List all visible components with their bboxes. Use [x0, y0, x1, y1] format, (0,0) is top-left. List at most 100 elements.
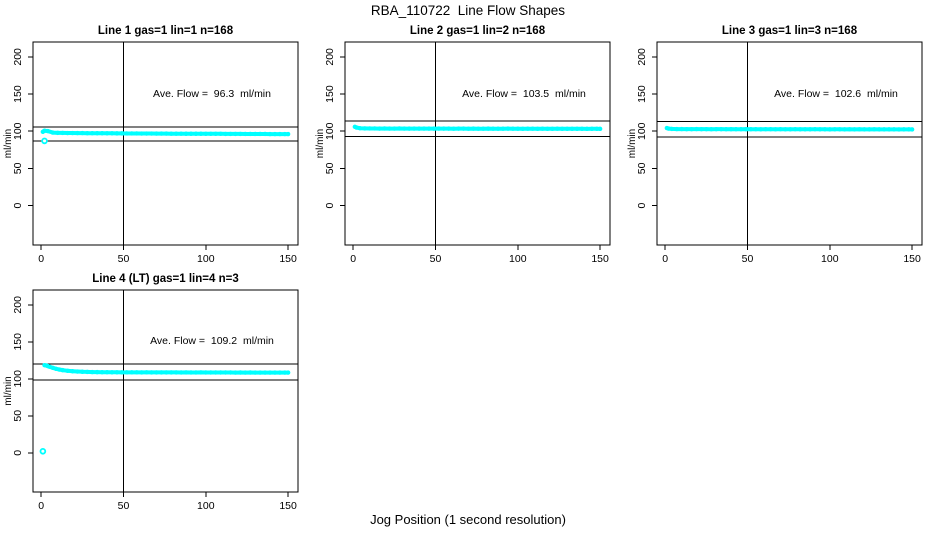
data-point	[597, 126, 603, 132]
data-point	[218, 370, 223, 375]
data-point	[139, 131, 144, 136]
x-tick-label: 0	[38, 500, 44, 512]
data-point	[881, 127, 887, 132]
data-point	[65, 130, 70, 136]
data-point	[124, 370, 130, 375]
y-tick-label: 100	[636, 122, 648, 140]
data-point	[362, 126, 367, 131]
data-point	[589, 126, 595, 131]
y-tick-label: 200	[12, 296, 24, 314]
data-point	[99, 370, 105, 375]
data-point	[50, 130, 55, 135]
y-tick-label: 0	[636, 203, 648, 209]
data-point	[666, 126, 671, 131]
y-tick-label: 0	[12, 450, 24, 456]
data-point	[80, 369, 85, 374]
data-point	[495, 126, 501, 131]
data-point	[694, 126, 699, 132]
data-point	[169, 370, 174, 375]
y-axis-label: ml/min	[3, 376, 14, 405]
data-point	[228, 370, 233, 375]
data-point	[267, 370, 273, 375]
x-tick-label: 50	[118, 500, 130, 512]
data-point	[233, 370, 238, 375]
data-point	[178, 370, 184, 375]
data-point	[392, 126, 397, 131]
x-tick-label: 150	[279, 253, 297, 265]
data-point	[515, 126, 521, 131]
y-tick-label: 100	[12, 370, 24, 388]
data-point	[530, 126, 535, 131]
data-point	[901, 127, 907, 132]
data-point	[807, 127, 813, 132]
data-band	[352, 124, 603, 131]
data-point	[906, 127, 912, 132]
data-point	[169, 131, 174, 136]
data-point	[426, 126, 432, 131]
data-point	[272, 370, 278, 375]
x-tick-label: 150	[903, 253, 921, 265]
panel-title: Line 1 gas=1 lin=1 n=168	[97, 25, 234, 37]
data-point	[867, 127, 872, 132]
data-point	[223, 370, 228, 375]
data-point	[90, 369, 95, 375]
x-tick-label: 0	[38, 253, 44, 265]
data-point	[397, 126, 402, 131]
data-point	[481, 126, 486, 131]
data-point	[758, 127, 763, 132]
data-point	[164, 131, 169, 136]
data-band	[664, 126, 915, 132]
x-tick-label: 150	[591, 253, 609, 265]
data-point	[886, 127, 892, 132]
data-point	[253, 370, 258, 375]
plot-frame	[32, 41, 299, 246]
data-point	[896, 127, 902, 132]
data-point	[109, 131, 115, 136]
y-tick-label: 0	[324, 203, 336, 209]
data-point	[65, 368, 70, 373]
plot-svg-4: 0 50 100 150 0 50 100 150 200 ml/min	[3, 289, 299, 512]
data-point	[669, 126, 675, 132]
data-point	[267, 131, 273, 137]
data-point	[817, 127, 823, 132]
ave-flow-annotation: Ave. Flow = 109.2 ml/min	[150, 335, 274, 347]
data-point	[689, 126, 694, 132]
data-point	[357, 125, 363, 131]
data-point	[446, 126, 451, 131]
data-point	[134, 370, 139, 375]
data-point	[53, 366, 59, 372]
panel-title: Line 3 gas=1 lin=3 n=168	[721, 25, 858, 37]
panel-line-4: Line 4 (LT) gas=1 lin=4 n=3 Ave. Flow = …	[0, 270, 312, 522]
data-point	[748, 127, 754, 132]
data-point	[159, 370, 164, 375]
data-point	[129, 370, 134, 375]
data-point	[277, 370, 283, 375]
data-point	[42, 128, 47, 133]
data-point	[233, 131, 238, 137]
plot-svg-2: 0 50 100 150 0 50 100 150 200 ml/min	[315, 41, 611, 265]
data-point	[862, 127, 867, 132]
data-point	[70, 130, 75, 136]
data-point	[505, 126, 511, 131]
data-point	[119, 131, 125, 136]
data-point	[213, 131, 218, 137]
data-point	[257, 370, 263, 375]
ave-flow-annotation: Ave. Flow = 102.6 ml/min	[774, 88, 898, 100]
data-point	[674, 126, 679, 132]
data-point	[228, 131, 233, 137]
data-point	[55, 130, 60, 136]
data-point	[574, 126, 580, 131]
data-point	[743, 126, 749, 132]
data-point	[159, 131, 164, 136]
data-point	[471, 126, 476, 131]
data-point	[164, 370, 169, 375]
data-point	[431, 126, 437, 131]
data-point	[60, 130, 65, 136]
data-point	[144, 370, 149, 375]
data-point	[208, 370, 213, 375]
plot-svg-3: 0 50 100 150 0 50 100 150 200 ml/min	[627, 41, 923, 265]
data-point	[238, 131, 243, 137]
panel-line-3: Line 3 gas=1 lin=3 n=168 Ave. Flow = 102…	[624, 22, 936, 274]
data-point	[728, 126, 734, 132]
